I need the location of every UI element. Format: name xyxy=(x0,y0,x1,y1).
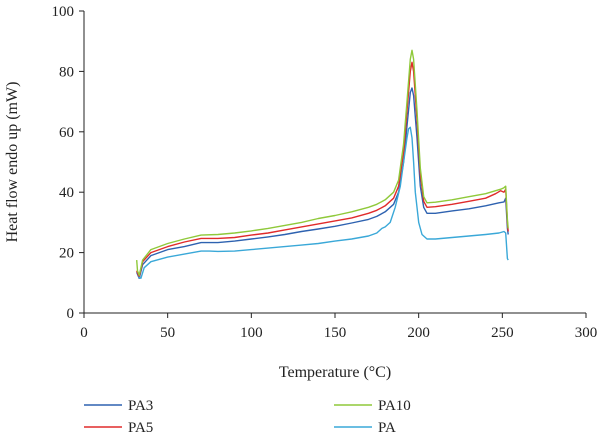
y-axis-title: Heat flow endo up (mW) xyxy=(4,82,21,243)
legend-item-pa3: PA3 xyxy=(84,398,153,414)
series-line-pa xyxy=(138,126,509,279)
y-tick-label: 100 xyxy=(52,4,75,20)
y-tick-label: 60 xyxy=(59,125,74,141)
legend-label: PA3 xyxy=(128,398,153,414)
legend-label: PA5 xyxy=(128,420,153,436)
axes: 0 50 100 150 200 250 300 0 20 40 60 80 100 xyxy=(52,4,598,341)
y-tick-label: 80 xyxy=(59,64,74,80)
x-ticks: 0 50 100 150 200 250 300 xyxy=(80,313,597,341)
legend: PA3 PA5 PA10 PA xyxy=(84,398,411,436)
series-line-pa10 xyxy=(136,49,509,276)
legend-item-pa: PA xyxy=(334,420,396,436)
x-tick-label: 250 xyxy=(491,325,514,341)
x-axis-title: Temperature (°C) xyxy=(279,364,391,381)
y-ticks: 0 20 40 60 80 100 xyxy=(52,4,84,322)
legend-item-pa10: PA10 xyxy=(334,398,411,414)
x-tick-label: 150 xyxy=(324,325,347,341)
plot-series xyxy=(136,49,509,279)
x-tick-label: 0 xyxy=(80,325,88,341)
legend-item-pa5: PA5 xyxy=(84,420,153,436)
y-tick-label: 0 xyxy=(67,306,75,322)
y-tick-label: 40 xyxy=(59,185,74,201)
x-tick-label: 100 xyxy=(240,325,263,341)
legend-label: PA xyxy=(378,420,396,436)
y-tick-label: 20 xyxy=(59,246,74,262)
legend-label: PA10 xyxy=(378,398,411,414)
x-tick-label: 200 xyxy=(407,325,430,341)
series-line-pa5 xyxy=(136,61,509,278)
x-tick-label: 50 xyxy=(160,325,175,341)
x-tick-label: 300 xyxy=(575,325,598,341)
series-line-pa3 xyxy=(136,87,509,279)
